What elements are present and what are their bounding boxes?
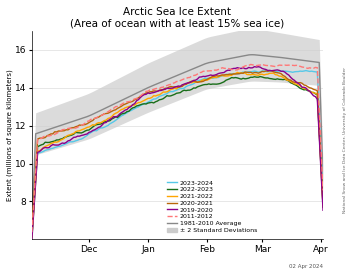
Title: Arctic Sea Ice Extent
(Area of ocean with at least 15% sea ice): Arctic Sea Ice Extent (Area of ocean wit… (70, 7, 285, 29)
Text: 02 Apr 2024: 02 Apr 2024 (289, 264, 323, 269)
Y-axis label: Extent (millions of square kilometers): Extent (millions of square kilometers) (7, 69, 13, 201)
Text: National Snow and Ice Data Center, University of Colorado Boulder: National Snow and Ice Data Center, Unive… (343, 67, 347, 213)
Legend: 2023-2024, 2022-2023, 2021-2022, 2020-2021, 2019-2020, 2011-2012, 1981-2010 Aver: 2023-2024, 2022-2023, 2021-2022, 2020-20… (166, 179, 259, 234)
